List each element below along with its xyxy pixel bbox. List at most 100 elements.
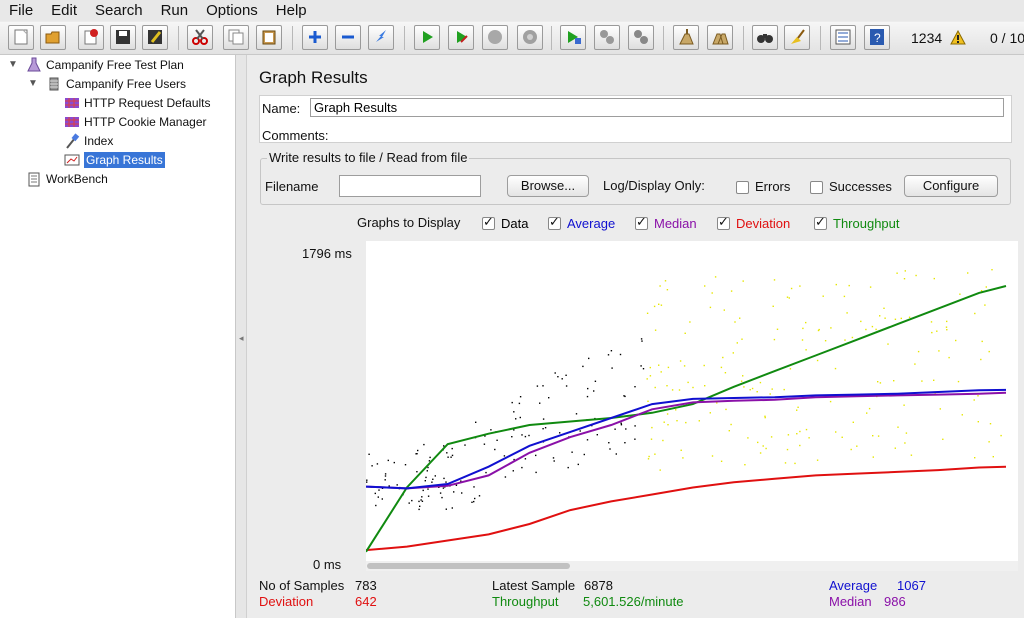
data-point [431, 481, 433, 483]
tree-item-http-cookie-manager[interactable]: HTTP Cookie Manager [64, 113, 207, 131]
data-point [649, 366, 651, 369]
data-point [494, 448, 496, 451]
collapse-button[interactable] [335, 25, 361, 50]
toggle-button[interactable] [368, 25, 394, 50]
throughput-checkbox[interactable] [814, 214, 827, 230]
splitter-grip-icon[interactable]: ◂ [239, 333, 244, 343]
data-point [418, 508, 420, 511]
data-point [984, 304, 986, 306]
save-button[interactable] [110, 25, 136, 50]
data-point [666, 413, 669, 415]
scrollbar-thumb[interactable] [367, 563, 570, 569]
new-button[interactable] [8, 25, 34, 50]
filename-input[interactable] [339, 175, 481, 197]
tree-item-thread-group[interactable]: Campanify Free Users [46, 75, 186, 93]
cut-button[interactable] [187, 25, 213, 50]
average-checkbox[interactable] [548, 214, 561, 230]
stop-button[interactable] [482, 25, 508, 50]
data-point [535, 471, 537, 474]
data-point [473, 486, 475, 488]
data-point [376, 463, 379, 465]
data-point [764, 415, 766, 417]
successes-checkbox[interactable] [810, 181, 823, 194]
tree-item-graph-results[interactable]: Graph Results [64, 151, 165, 169]
data-point [740, 380, 743, 382]
close-button[interactable] [78, 25, 104, 50]
menu-file[interactable]: File [9, 2, 34, 19]
browse-button[interactable]: Browse... [507, 175, 589, 197]
data-point [442, 487, 445, 489]
function-helper-button[interactable] [830, 25, 856, 50]
data-point [567, 466, 569, 469]
data-point [903, 404, 905, 406]
expand-button[interactable] [302, 25, 328, 50]
data-point [654, 386, 656, 389]
menu-run[interactable]: Run [160, 2, 189, 19]
warning-icon[interactable] [950, 30, 966, 45]
split-pane-divider[interactable]: ◂ [236, 55, 247, 618]
data-checkbox[interactable] [482, 214, 495, 230]
menu-options[interactable]: Options [206, 2, 258, 19]
tree-item-index[interactable]: Index [64, 132, 113, 150]
tree-item-http-request-defaults[interactable]: HTTP Request Defaults [64, 94, 211, 112]
paste-button[interactable] [256, 25, 282, 50]
data-point [611, 367, 613, 369]
menu-help[interactable]: Help [275, 2, 307, 19]
clear-all-button[interactable] [707, 25, 733, 50]
data-point [796, 433, 798, 435]
remote-shutdown-button[interactable] [628, 25, 654, 50]
data-point [647, 400, 649, 402]
save-as-button[interactable] [142, 25, 168, 50]
data-point [741, 338, 743, 340]
menu-search[interactable]: Search [95, 2, 143, 19]
data-toggle-label: Data [501, 216, 529, 231]
name-input[interactable] [310, 98, 1004, 117]
tree-item-workbench[interactable]: WorkBench [26, 170, 108, 188]
data-point [824, 340, 827, 342]
data-point [511, 436, 513, 438]
shutdown-button[interactable] [517, 25, 543, 50]
remote-stop-button[interactable] [594, 25, 620, 50]
start-no-pause-button[interactable] [448, 25, 474, 50]
data-point [961, 414, 963, 416]
errors-checkbox[interactable] [736, 181, 749, 194]
clear-all-icon [712, 33, 729, 45]
data-point [415, 453, 417, 455]
menu-bar: File Edit Search Run Options Help [0, 0, 1024, 21]
tree-item-label: Campanify Free Test Plan [46, 58, 184, 72]
data-point [714, 276, 717, 278]
data-point [539, 402, 541, 404]
tree-item-label: HTTP Cookie Manager [84, 115, 207, 129]
data-point [834, 367, 837, 370]
clear-button[interactable] [673, 25, 699, 50]
deviation-checkbox[interactable] [717, 214, 730, 230]
data-point [734, 321, 736, 323]
search-button[interactable] [752, 25, 778, 50]
filename-label: Filename [265, 179, 319, 194]
open-button[interactable] [40, 25, 66, 50]
data-point [720, 460, 723, 462]
tree-item-test-plan[interactable]: Campanify Free Test Plan [26, 56, 184, 74]
copy-button[interactable] [223, 25, 249, 50]
reset-search-button[interactable] [784, 25, 810, 50]
data-point [676, 420, 678, 422]
collapse-toggle-icon[interactable]: ▼ [8, 59, 18, 70]
data-point [518, 402, 521, 405]
data-point [894, 318, 897, 320]
start-no-pause-icon [457, 31, 468, 43]
data-point [835, 431, 837, 433]
collapse-toggle-icon[interactable]: ▼ [28, 78, 38, 89]
start-button[interactable] [414, 25, 440, 50]
data-point [535, 454, 537, 457]
data-point [473, 500, 475, 503]
median-toggle-label: Median [654, 216, 697, 231]
horizontal-scrollbar[interactable] [366, 561, 1018, 571]
median-checkbox[interactable] [635, 214, 648, 230]
throughput-label: Throughput [492, 594, 559, 609]
configure-button[interactable]: Configure [904, 175, 998, 197]
help-button[interactable]: ? [864, 25, 890, 50]
menu-edit[interactable]: Edit [51, 2, 78, 19]
data-point [503, 455, 506, 457]
remote-start-button[interactable] [560, 25, 586, 50]
data-point [747, 437, 749, 439]
